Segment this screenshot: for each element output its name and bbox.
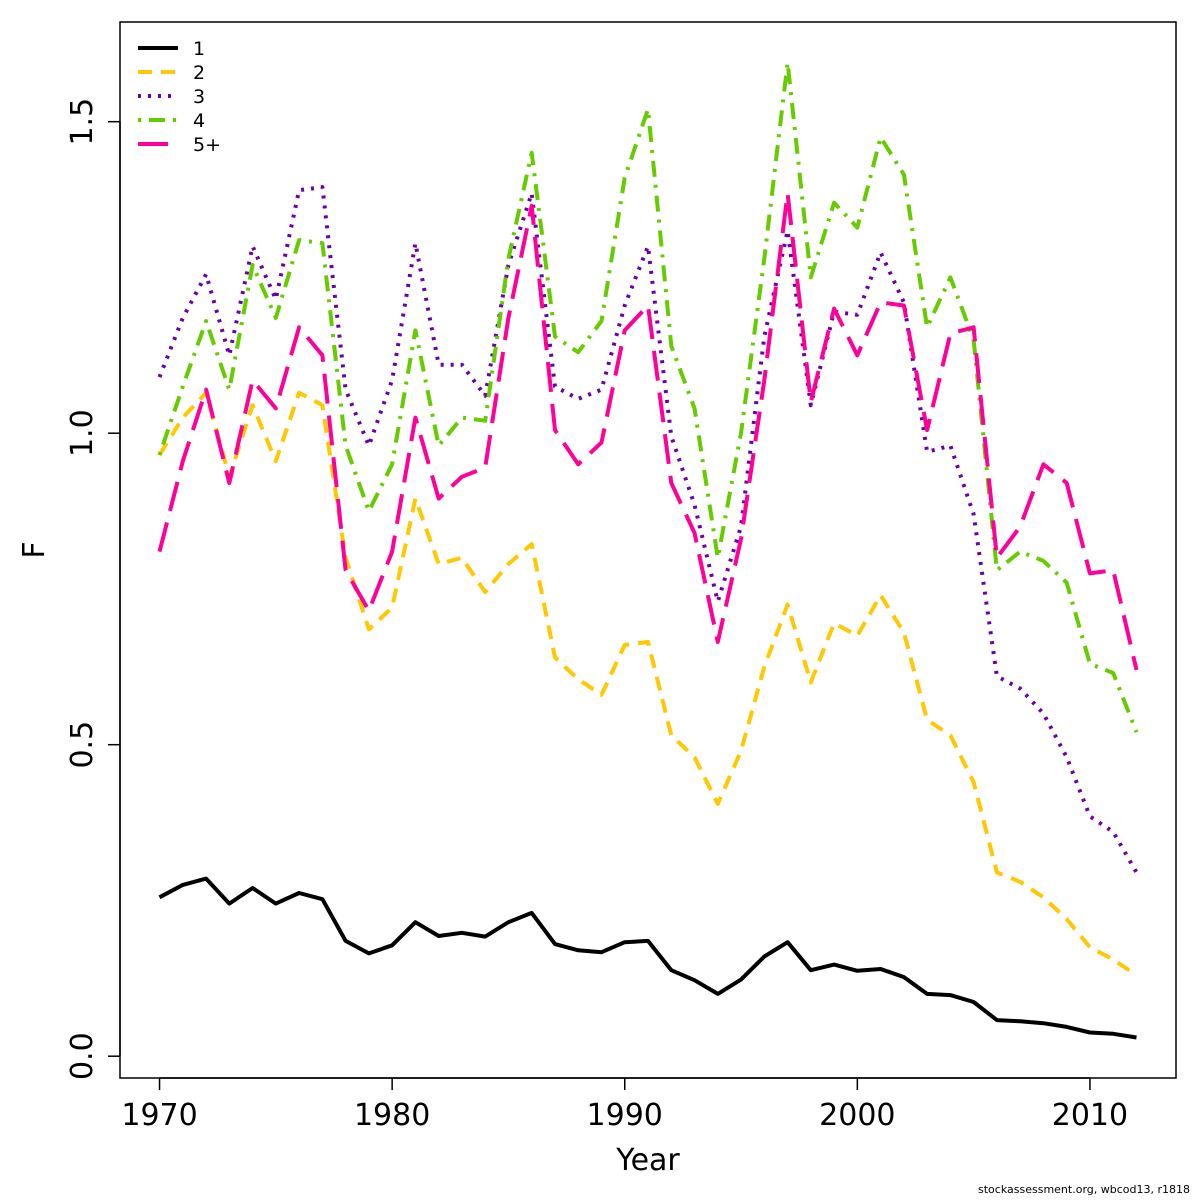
x-axis-label: Year [615, 1143, 680, 1178]
x-tick-label: 2010 [1052, 1098, 1128, 1133]
legend-label-3: 3 [193, 86, 205, 108]
legend-label-4: 4 [193, 110, 205, 132]
y-axis-label: F [17, 541, 52, 558]
y-tick-label: 1.0 [65, 409, 100, 457]
y-axis: 0.0 0.5 1.0 1.5 [65, 98, 121, 1080]
series-line-3 [157, 185, 1139, 874]
y-tick-label: 0.0 [65, 1032, 100, 1080]
series-line-5 [157, 191, 1139, 671]
y-tick-label: 1.5 [65, 98, 100, 146]
x-tick-label: 1990 [587, 1098, 663, 1133]
series-layer [157, 60, 1139, 1040]
x-tick-label: 2000 [819, 1098, 895, 1133]
legend-label-1: 1 [193, 38, 205, 60]
x-tick-label: 1970 [121, 1098, 197, 1133]
credit-text: stockassessment.org, wbcod13, r1818 [978, 1183, 1190, 1196]
legend-label-2: 2 [193, 62, 205, 84]
series-line-1 [158, 876, 1137, 1040]
plot-frame [119, 21, 1177, 1079]
y-tick-label: 0.5 [65, 721, 100, 769]
legend-label-5: 5+ [193, 134, 221, 156]
x-axis: 1970 1980 1990 2000 2010 [121, 1077, 1128, 1133]
x-tick-label: 1980 [354, 1098, 430, 1133]
series-line-2 [157, 390, 1138, 977]
